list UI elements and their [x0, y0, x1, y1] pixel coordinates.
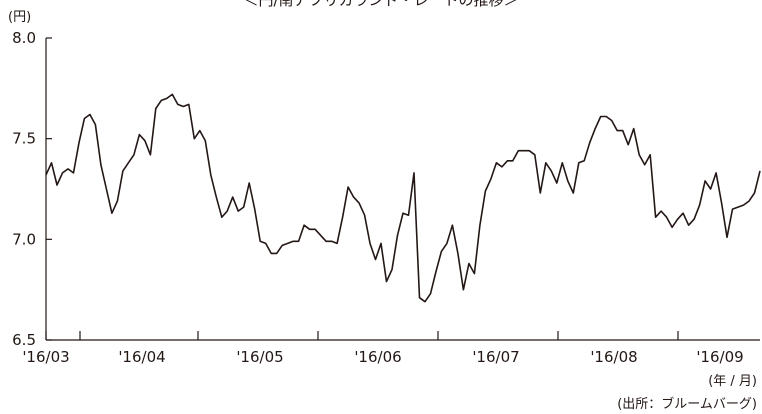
y-axis-ticks: 8.0 7.5 7.0 6.5 — [12, 29, 52, 349]
x-tick-label: '16/09 — [696, 348, 743, 366]
x-tick-label: '16/05 — [236, 348, 283, 366]
axes — [45, 38, 760, 341]
series-line — [45, 93, 761, 303]
x-axis-ticks: '16/03 '16/04 '16/05 '16/06 '16/07 '16/08 '16/… — [22, 331, 744, 366]
x-tick-label: '16/03 — [22, 348, 69, 366]
x-tick-label: '16/07 — [472, 348, 519, 366]
chart-title: ＜円/南アフリカランド・レートの推移＞ — [243, 0, 518, 9]
series-layer — [45, 93, 761, 303]
x-axis-unit: (年 / 月) — [708, 374, 757, 389]
x-tick-label: '16/04 — [118, 348, 165, 366]
y-tick-label: 6.5 — [12, 331, 36, 349]
x-tick-label: '16/08 — [590, 348, 637, 366]
y-tick-label: 8.0 — [12, 29, 36, 47]
y-tick-label: 7.0 — [12, 230, 36, 248]
source-note: (出所：ブルームバーグ) — [617, 396, 757, 412]
x-tick-label: '16/06 — [354, 348, 401, 366]
y-axis-unit: (円) — [8, 10, 31, 25]
y-tick-label: 7.5 — [12, 130, 36, 148]
